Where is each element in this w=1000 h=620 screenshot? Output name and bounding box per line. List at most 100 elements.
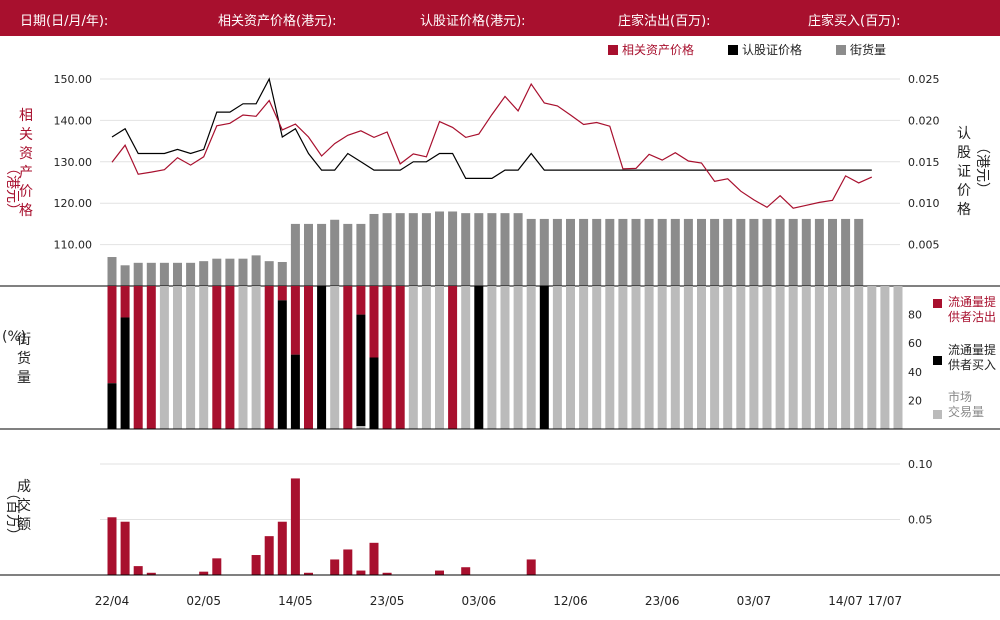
bottom-tick-label: 0.10 — [908, 458, 933, 471]
dealer-sell-bar — [395, 286, 405, 429]
outstanding-bar — [775, 218, 785, 286]
outstanding-bar — [395, 213, 405, 286]
outstanding-bar — [133, 262, 143, 286]
dealer-sell-bar — [225, 286, 235, 429]
turnover-bar — [526, 559, 536, 575]
turnover-bar — [356, 570, 366, 575]
middle-legend-swatch — [933, 299, 942, 308]
outstanding-bar — [277, 261, 287, 286]
turnover-bar — [107, 517, 117, 575]
middle-legend-label: 供者买入 — [948, 358, 996, 372]
outstanding-bar — [159, 262, 169, 286]
dealer-buy-bar — [107, 383, 117, 429]
dealer-buy-bar — [290, 354, 300, 429]
middle-axis-title: 量 — [17, 370, 31, 386]
market-volume-bar — [801, 286, 811, 429]
right-axis-title: 证 — [957, 164, 971, 180]
middle-tick-label: 20 — [908, 394, 922, 407]
market-volume-bar — [775, 286, 785, 429]
market-volume-bar — [526, 286, 536, 429]
middle-tick-label: 60 — [908, 337, 922, 350]
outstanding-bar — [644, 218, 654, 286]
dealer-buy-bar — [120, 317, 130, 429]
market-volume-bar — [500, 286, 510, 429]
middle-axis-title: 货 — [17, 350, 31, 367]
market-volume-bar — [605, 286, 615, 429]
x-tick-label: 14/07 — [828, 594, 863, 608]
outstanding-bar — [264, 261, 274, 286]
turnover-bar — [251, 555, 261, 575]
legend-label: 街货量 — [850, 42, 886, 57]
left-axis-title: 价 — [19, 184, 33, 200]
right-axis-title: 认 — [957, 126, 971, 142]
outstanding-bar — [710, 218, 720, 286]
turnover-bar — [369, 542, 379, 575]
header-bar: 日期(日/月/年): 相关资产价格(港元): 认股证价格(港元): 庄家沽出(百… — [0, 0, 1000, 36]
outstanding-bar — [304, 223, 313, 286]
turnover-bar — [133, 566, 143, 575]
outstanding-bar — [841, 218, 851, 286]
turnover-bar — [146, 572, 156, 575]
market-volume-bar — [513, 286, 523, 429]
turnover-bar — [264, 536, 274, 575]
left-tick-label: 110.00 — [54, 239, 93, 252]
market-volume-bar — [828, 286, 837, 429]
x-tick-label: 23/06 — [645, 594, 680, 608]
market-volume-bar — [579, 286, 589, 429]
outstanding-bar — [814, 218, 824, 286]
market-volume-bar — [657, 286, 667, 429]
market-volume-bar — [618, 286, 628, 429]
outstanding-bar — [382, 213, 392, 286]
outstanding-bar — [461, 213, 471, 286]
x-tick-label: 23/05 — [370, 594, 405, 608]
dealer-sell-bar — [343, 286, 353, 429]
outstanding-bar — [788, 218, 798, 286]
market-volume-bar — [186, 286, 196, 429]
outstanding-bar — [421, 213, 431, 286]
legend-label: 认股证价格 — [742, 42, 802, 57]
market-volume-bar — [697, 286, 706, 429]
dealer-buy-bar — [369, 357, 379, 429]
market-volume-bar — [788, 286, 798, 429]
outstanding-bar — [801, 218, 811, 286]
market-volume-bar — [356, 426, 366, 429]
outstanding-bar — [408, 213, 418, 286]
market-volume-bar — [199, 286, 209, 429]
middle-axis-title: 街 — [17, 332, 31, 348]
market-volume-bar — [408, 286, 418, 429]
x-tick-label: 17/07 — [868, 594, 903, 608]
legend-swatch — [728, 45, 738, 55]
market-volume-bar — [631, 286, 641, 429]
outstanding-bar — [251, 255, 261, 286]
middle-legend-swatch — [933, 356, 942, 365]
right-axis-title: 股 — [957, 145, 971, 161]
left-axis-title: 格 — [19, 203, 33, 219]
market-volume-bar — [749, 286, 759, 429]
outstanding-bar — [107, 257, 117, 286]
turnover-bar — [343, 549, 353, 575]
bottom-tick-label: 0.05 — [908, 514, 933, 527]
date-label: 日期(日/月/年): — [20, 14, 109, 29]
outstanding-bar — [199, 261, 209, 286]
outstanding-bar — [828, 218, 837, 286]
left-axis-title: 相 — [19, 108, 33, 124]
outstanding-bar — [657, 218, 667, 286]
x-tick-label: 03/06 — [462, 594, 497, 608]
outstanding-bar — [683, 218, 693, 286]
dealer-buy-bar — [356, 314, 366, 427]
outstanding-bar — [526, 218, 536, 286]
dealer-sell-bar — [448, 286, 458, 429]
outstanding-bar — [330, 219, 340, 286]
outstanding-bar — [749, 218, 759, 286]
turnover-bar — [435, 570, 444, 575]
outstanding-bar — [212, 258, 222, 286]
bottom-axis-title: 成 — [17, 479, 31, 495]
outstanding-bar — [238, 258, 248, 286]
turnover-bar — [382, 572, 392, 575]
x-tick-label: 12/06 — [553, 594, 588, 608]
outstanding-bar — [369, 213, 379, 286]
x-tick-label: 03/07 — [737, 594, 772, 608]
middle-tick-label: 40 — [908, 366, 922, 379]
outstanding-bar — [146, 262, 156, 286]
market-volume-bar — [762, 286, 772, 429]
